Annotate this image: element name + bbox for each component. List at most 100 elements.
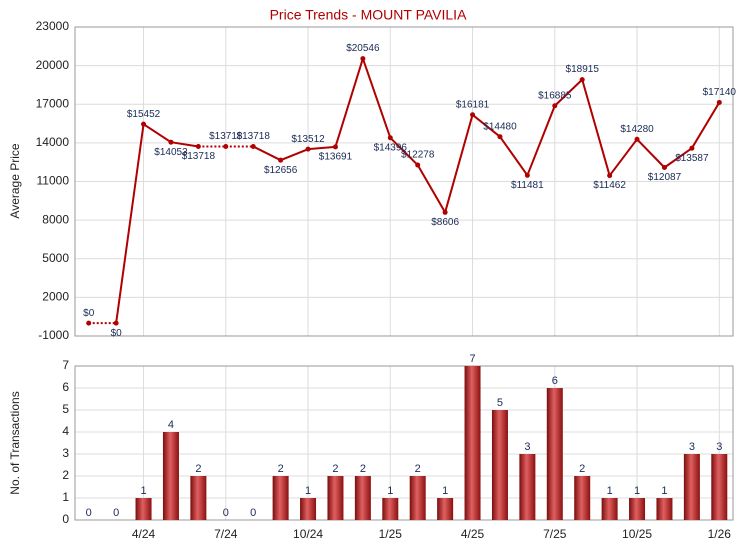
bar (354, 476, 371, 520)
value-label: $14053 (154, 147, 188, 158)
value-label: 2 (278, 463, 284, 475)
value-label: 1 (634, 485, 640, 497)
value-label: $13718 (209, 131, 243, 142)
value-label: $12656 (264, 165, 298, 176)
point (141, 121, 147, 127)
bar (601, 498, 618, 520)
value-label: 0 (223, 507, 229, 519)
y-tick-label: 0 (62, 512, 69, 526)
point (195, 144, 201, 150)
point (305, 146, 311, 152)
y-tick-label: 6 (62, 380, 69, 394)
line-segment (608, 138, 638, 177)
point (250, 144, 256, 150)
bar (382, 498, 399, 520)
value-label: 3 (689, 441, 695, 453)
value-label: $13587 (675, 153, 709, 164)
line-segment (307, 145, 336, 151)
value-label: 1 (442, 485, 448, 497)
value-label: $11481 (511, 180, 544, 191)
point (607, 173, 613, 179)
line-segment (170, 141, 199, 148)
value-label: 2 (332, 463, 338, 475)
point (360, 56, 366, 62)
value-label: $14280 (620, 124, 654, 135)
value-label: 3 (716, 441, 722, 453)
value-label: $14396 (374, 142, 408, 153)
plot-frame (74, 365, 734, 521)
point (661, 165, 667, 171)
point (387, 135, 393, 141)
y-tick-label: 7 (62, 358, 69, 372)
value-label: 2 (195, 463, 201, 475)
bar (574, 476, 591, 520)
y-axis-label: Average Price (8, 143, 22, 218)
point (470, 112, 476, 118)
value-label: 2 (415, 463, 421, 475)
value-label: 1 (387, 485, 393, 497)
point (634, 136, 640, 142)
value-label: $16885 (538, 90, 572, 101)
y-axis-label: No. of Transactions (8, 391, 22, 494)
value-label: $15452 (127, 109, 161, 120)
x-tick-label: 7/24 (214, 527, 238, 541)
value-label: 1 (140, 485, 146, 497)
line-segment (280, 148, 309, 162)
value-label: $20546 (346, 43, 380, 54)
point (278, 157, 284, 163)
bar (437, 498, 454, 520)
bar (190, 476, 207, 520)
point (223, 144, 229, 150)
value-label: $14480 (483, 121, 517, 132)
bar (683, 454, 700, 520)
bar (629, 498, 646, 520)
bar (711, 454, 728, 520)
value-label: 4 (168, 419, 174, 431)
y-tick-label: 4 (62, 424, 69, 438)
y-tick-label: 17000 (36, 96, 70, 110)
x-tick-label: 10/24 (293, 527, 323, 541)
bar (162, 432, 179, 520)
y-tick-label: 1 (62, 490, 69, 504)
line-segment (499, 136, 529, 176)
bar (327, 476, 344, 520)
bar (491, 410, 508, 520)
x-tick-label: 4/24 (132, 527, 156, 541)
line-segment (334, 58, 364, 148)
y-tick-label: 5000 (42, 251, 69, 265)
line-segment (252, 145, 282, 162)
line-segment (361, 58, 392, 139)
value-label: 3 (524, 441, 530, 453)
y-tick-label: 8000 (42, 212, 69, 226)
value-label: 1 (661, 485, 667, 497)
line-segment (581, 79, 611, 176)
point (332, 144, 338, 150)
point (168, 139, 174, 145)
value-label: 0 (250, 507, 256, 519)
value-label: 2 (579, 463, 585, 475)
line-segment (389, 137, 419, 166)
x-tick-label: 7/25 (543, 527, 567, 541)
line-segment (115, 124, 145, 324)
point (524, 172, 530, 178)
bar (656, 498, 673, 520)
point (689, 145, 695, 151)
line-segment (142, 123, 172, 144)
bar (546, 388, 563, 520)
y-tick-label: 2 (62, 468, 69, 482)
point (579, 77, 585, 83)
value-label: $13718 (237, 131, 271, 142)
value-label: $0 (83, 308, 95, 319)
value-label: $17140 (703, 87, 737, 98)
line-segment (471, 114, 501, 138)
point (716, 99, 722, 105)
value-label: 5 (497, 397, 503, 409)
line-segment (526, 105, 556, 176)
point (497, 134, 503, 140)
value-label: $12278 (401, 150, 435, 161)
value-label: $13512 (291, 134, 325, 145)
y-tick-label: 2000 (42, 290, 69, 304)
value-label: $11462 (593, 180, 626, 191)
value-label: 1 (305, 485, 311, 497)
